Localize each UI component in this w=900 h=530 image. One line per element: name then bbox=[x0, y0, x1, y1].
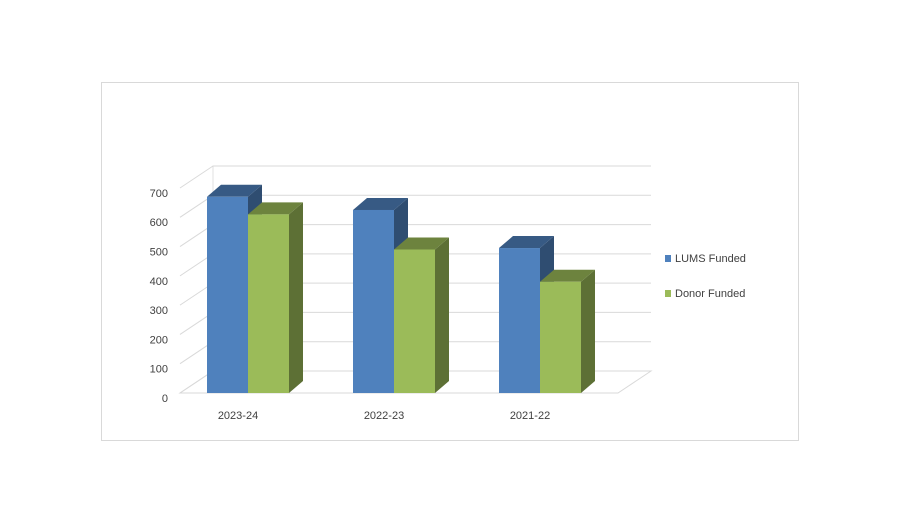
bar-top bbox=[499, 236, 554, 249]
bar bbox=[248, 202, 303, 393]
legend-label: Donor Funded bbox=[675, 288, 745, 300]
bar-side bbox=[581, 269, 595, 393]
bar-top bbox=[353, 197, 408, 210]
bar-top bbox=[248, 202, 303, 215]
bar-front bbox=[540, 281, 581, 393]
bar-top bbox=[540, 269, 595, 282]
grid-line bbox=[179, 165, 214, 189]
bar-top bbox=[394, 237, 449, 250]
bar-front bbox=[353, 209, 394, 393]
y-tick-label: 700 bbox=[150, 188, 168, 200]
bar-front bbox=[207, 196, 248, 393]
y-tick-label: 0 bbox=[162, 393, 168, 405]
legend-swatch bbox=[665, 255, 671, 262]
bar-side bbox=[435, 237, 449, 393]
y-tick-label: 400 bbox=[150, 276, 168, 288]
y-tick-label: 500 bbox=[150, 246, 168, 258]
bar-top bbox=[207, 184, 262, 197]
y-tick-label: 600 bbox=[150, 217, 168, 229]
bar-front bbox=[248, 214, 289, 393]
x-tick-label: 2023-24 bbox=[218, 410, 258, 422]
x-tick-label: 2021-22 bbox=[510, 410, 550, 422]
y-tick-label: 200 bbox=[150, 334, 168, 346]
y-tick-label: 100 bbox=[150, 364, 168, 376]
x-tick-label: 2022-23 bbox=[364, 410, 404, 422]
bar-front bbox=[394, 249, 435, 393]
bar-front bbox=[499, 248, 540, 393]
legend-swatch bbox=[665, 290, 671, 297]
bar bbox=[540, 269, 595, 393]
bar bbox=[394, 237, 449, 393]
y-tick-label: 300 bbox=[150, 305, 168, 317]
legend-label: LUMS Funded bbox=[675, 253, 746, 265]
bar-side bbox=[289, 202, 303, 393]
